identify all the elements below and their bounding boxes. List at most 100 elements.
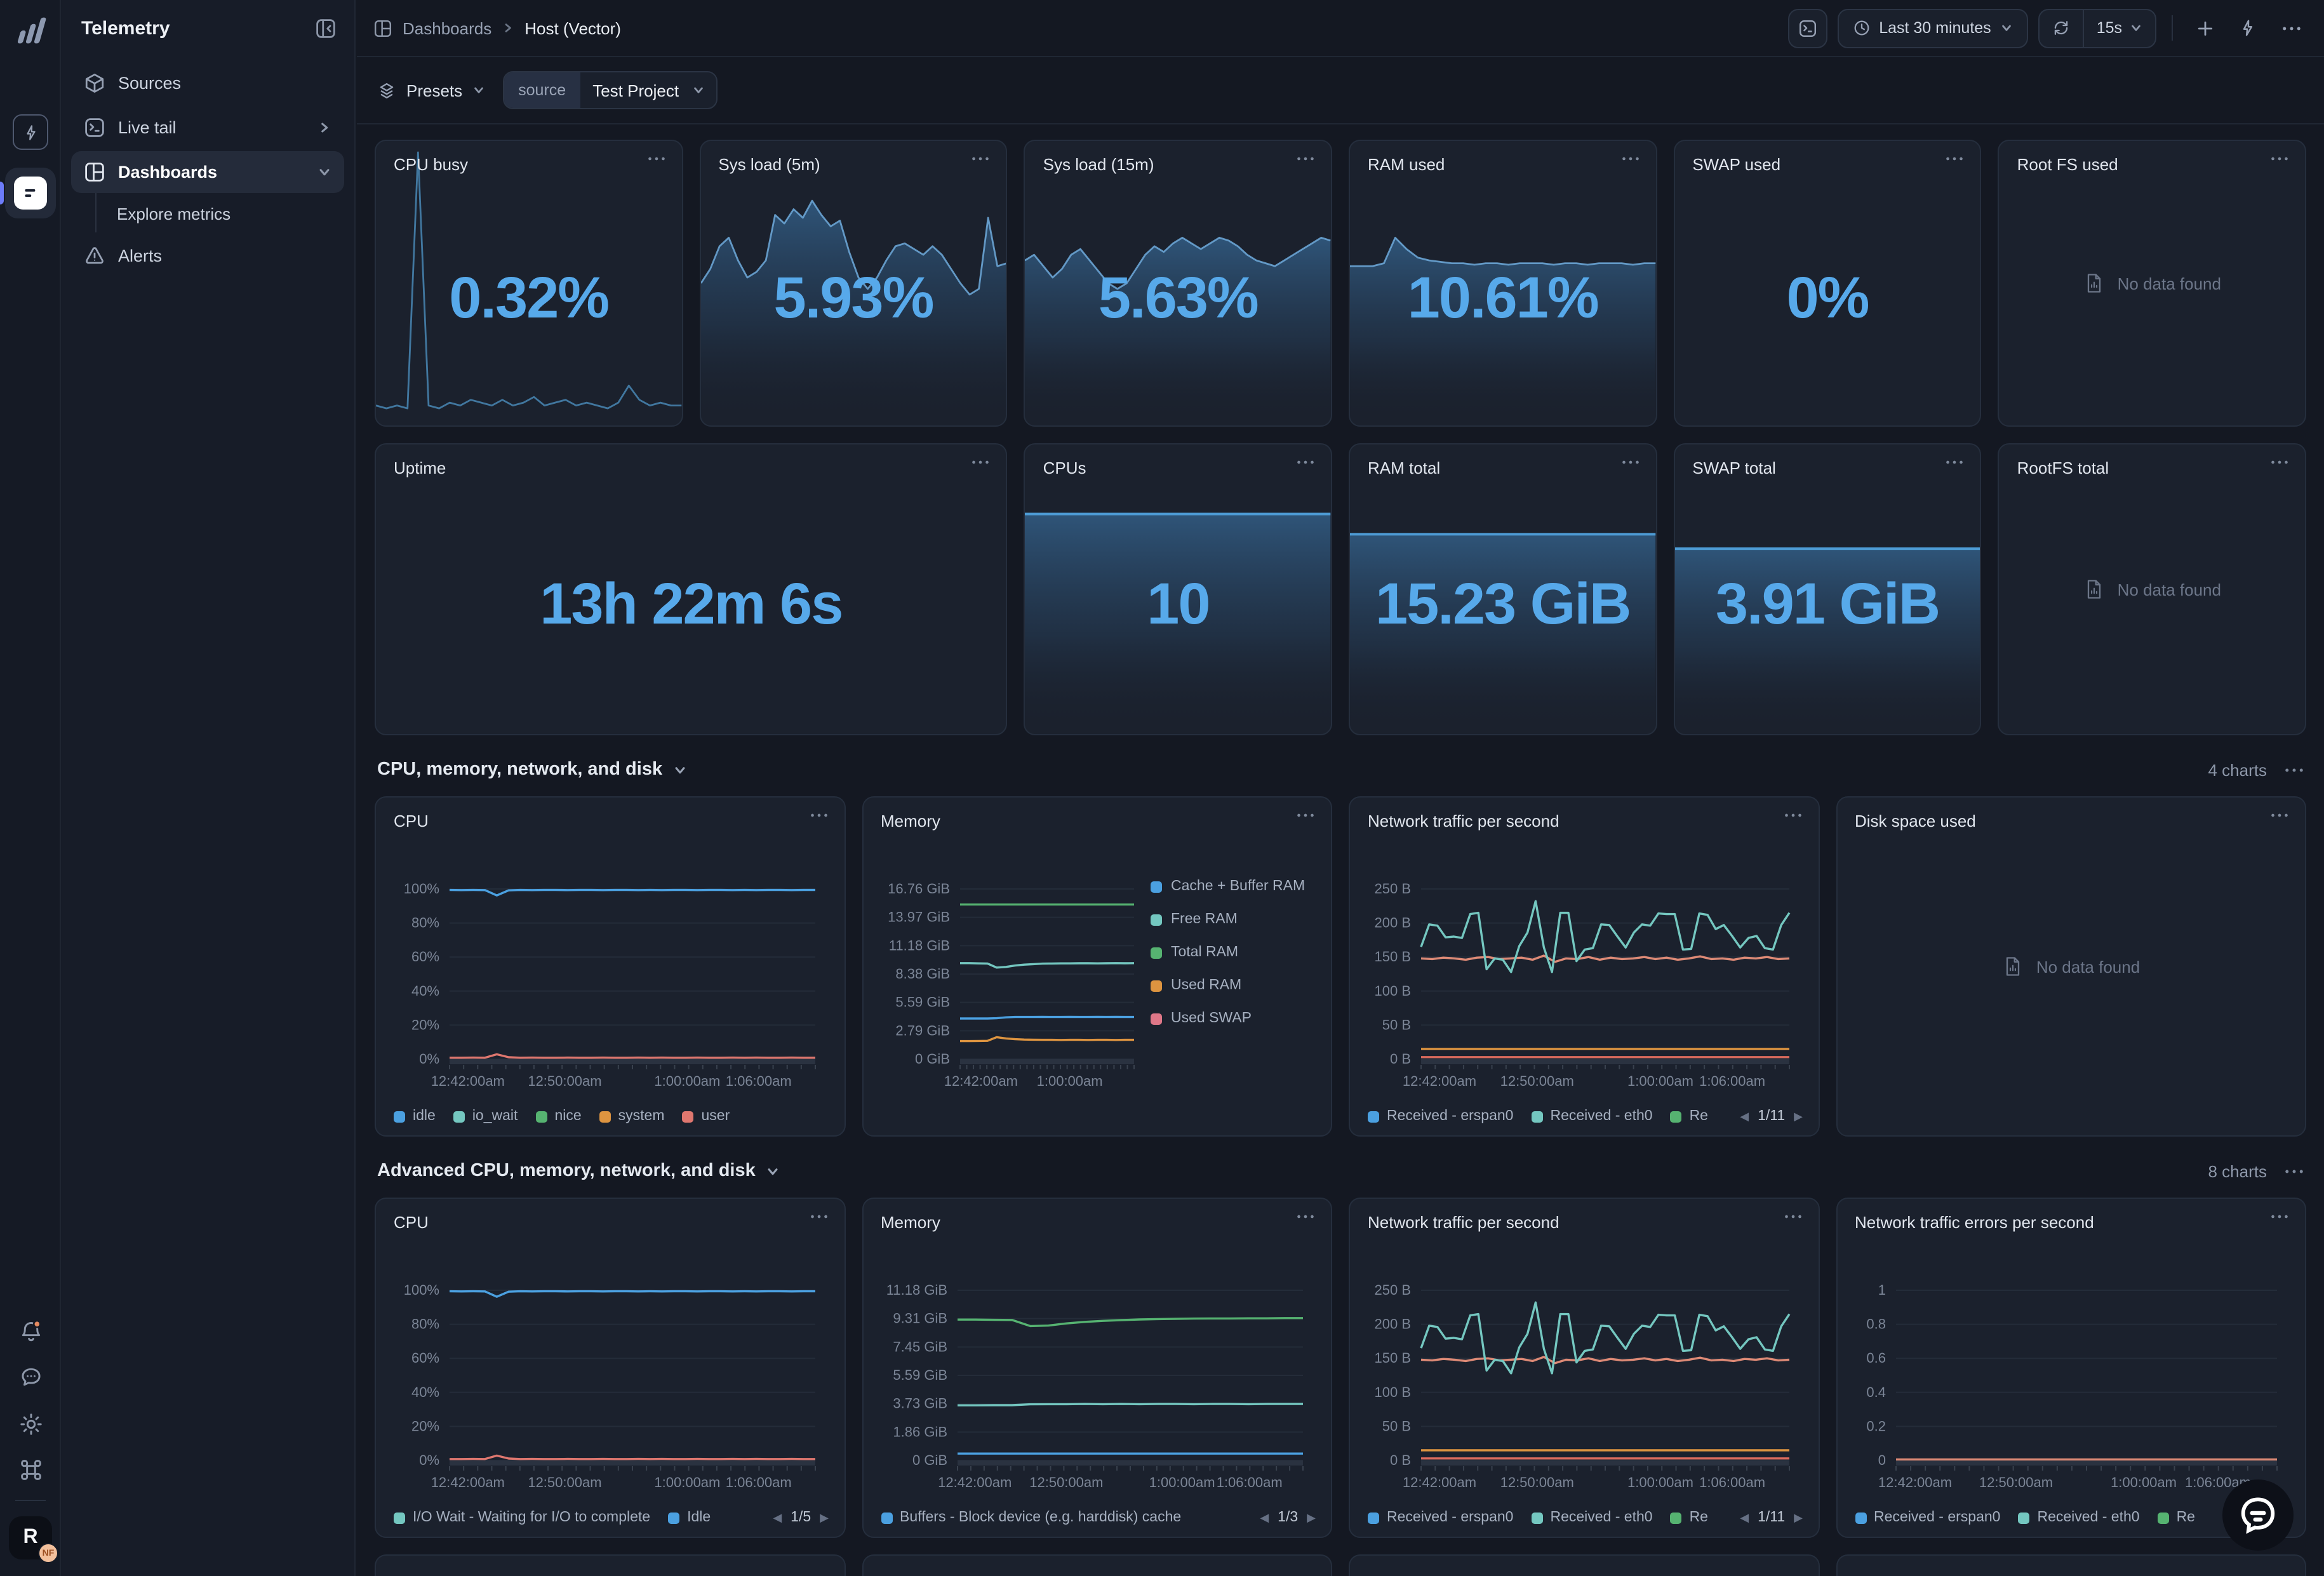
card-menu-button[interactable] — [1293, 456, 1318, 469]
legend-item[interactable]: Used RAM — [1151, 978, 1321, 993]
legend-item[interactable]: Received - erspan0 — [1855, 1510, 2000, 1525]
feedback-button[interactable] — [15, 1361, 46, 1392]
chart-title: CPU — [394, 1213, 429, 1232]
plus-icon — [2197, 20, 2212, 36]
chat-launcher-button[interactable] — [2222, 1479, 2294, 1551]
legend-item[interactable]: Free RAM — [1151, 912, 1321, 927]
legend-item[interactable]: user — [682, 1109, 730, 1124]
card-menu-button[interactable] — [2267, 152, 2292, 165]
command-icon — [20, 1459, 41, 1479]
chevron-down-icon[interactable] — [672, 763, 686, 777]
clock-icon — [1853, 20, 1869, 36]
legend-item[interactable]: Received - eth0 — [1531, 1109, 1653, 1124]
svg-text:100%: 100% — [404, 1282, 439, 1298]
legend-item[interactable]: Used SWAP — [1151, 1011, 1321, 1026]
legend-prev-button[interactable]: ◀ — [1740, 1109, 1749, 1122]
card-title: RAM used — [1368, 155, 1445, 174]
ellipsis-icon — [2282, 26, 2300, 30]
svg-text:100 B: 100 B — [1375, 983, 1412, 999]
collapse-sidebar-button[interactable] — [315, 18, 337, 39]
add-panel-button[interactable] — [2188, 11, 2221, 44]
svg-text:80%: 80% — [411, 915, 439, 931]
legend-item[interactable]: io_wait — [453, 1109, 518, 1124]
legend-item[interactable]: Re — [1670, 1510, 1708, 1525]
time-range-button[interactable]: Last 30 minutes — [1837, 8, 2028, 48]
theme-button[interactable] — [15, 1408, 46, 1439]
quick-actions-button[interactable] — [2231, 11, 2264, 44]
card-menu-button[interactable] — [1293, 809, 1318, 822]
card-menu-button[interactable] — [806, 809, 831, 822]
card-menu-button[interactable] — [1617, 456, 1643, 469]
section-menu-button[interactable] — [2285, 1168, 2304, 1174]
legend-item[interactable]: Idle — [668, 1510, 711, 1525]
legend-item[interactable]: Total RAM — [1151, 945, 1321, 960]
app-logo-icon[interactable] — [14, 17, 47, 44]
card-menu-button[interactable] — [643, 152, 669, 165]
legend-next-button[interactable]: ▶ — [1794, 1511, 1803, 1523]
shortcuts-button[interactable] — [15, 1454, 46, 1485]
legend-item[interactable]: Re — [2157, 1510, 2195, 1525]
legend-prev-button[interactable]: ◀ — [1260, 1511, 1269, 1523]
legend-next-button[interactable]: ▶ — [1794, 1109, 1803, 1122]
legend-item[interactable]: Received - eth0 — [1531, 1510, 1653, 1525]
section-menu-button[interactable] — [2285, 766, 2304, 773]
legend-item[interactable]: Re — [1670, 1109, 1708, 1124]
legend-item[interactable]: Received - erspan0 — [1368, 1109, 1513, 1124]
legend-item[interactable]: system — [599, 1109, 665, 1124]
card-menu-button[interactable] — [2267, 456, 2292, 469]
legend-item[interactable]: Received - erspan0 — [1368, 1510, 1513, 1525]
legend-prev-button[interactable]: ◀ — [1740, 1511, 1749, 1523]
card-menu-button[interactable] — [968, 152, 994, 165]
section-title[interactable]: Advanced CPU, memory, network, and disk — [377, 1161, 756, 1181]
rail-item-quickstart[interactable] — [13, 114, 48, 150]
legend-item[interactable]: Received - eth0 — [2018, 1510, 2140, 1525]
section-title[interactable]: CPU, memory, network, and disk — [377, 759, 663, 780]
rail-item-telemetry[interactable] — [5, 168, 56, 218]
legend-item[interactable]: Buffers - Block device (e.g. harddisk) c… — [881, 1510, 1181, 1525]
svg-text:80%: 80% — [411, 1316, 439, 1332]
card-menu-button[interactable] — [2267, 1210, 2292, 1223]
chevron-right-icon — [502, 22, 514, 34]
legend-prev-button[interactable]: ◀ — [773, 1511, 782, 1523]
sidebar-item-sources[interactable]: Sources — [71, 62, 344, 104]
legend-item[interactable]: Cache + Buffer RAM — [1151, 879, 1321, 894]
notifications-button[interactable] — [15, 1316, 46, 1346]
source-filter-chip[interactable]: source Test Project — [503, 71, 718, 109]
more-options-button[interactable] — [2274, 11, 2307, 44]
legend-next-button[interactable]: ▶ — [1307, 1511, 1316, 1523]
card-menu-button[interactable] — [2267, 809, 2292, 822]
card-menu-button[interactable] — [968, 456, 994, 469]
chevron-down-icon[interactable] — [766, 1164, 780, 1178]
avatar[interactable]: R NF — [9, 1516, 58, 1563]
sidebar-item-alerts[interactable]: Alerts — [71, 235, 344, 277]
card-menu-button[interactable] — [1780, 1210, 1805, 1223]
card-menu-button[interactable] — [1293, 1210, 1318, 1223]
sidebar-item-live-tail[interactable]: Live tail — [71, 107, 344, 149]
sun-icon — [20, 1413, 41, 1434]
card-menu-button[interactable] — [806, 1210, 831, 1223]
breadcrumb-dashboards[interactable]: Dashboards — [403, 18, 492, 37]
charts-row-advanced: CPU 100% 80% 60% 40% 20% 0% 12:42:00am 12:50:00a… — [375, 1198, 2306, 1538]
card-menu-button[interactable] — [1942, 456, 1968, 469]
refresh-button[interactable] — [2040, 10, 2083, 46]
sidebar-item-explore-metrics[interactable]: Explore metrics — [71, 193, 344, 232]
card-menu-button[interactable] — [1293, 152, 1318, 165]
card-menu-button[interactable] — [1780, 809, 1805, 822]
legend-item[interactable]: idle — [394, 1109, 436, 1124]
chart-card-cpu-0: CPU 100% 80% 60% 40% 20% 0% 12:42:00am 12:50:00a… — [375, 796, 845, 1137]
legend-swatch — [394, 1111, 405, 1122]
legend-next-button[interactable]: ▶ — [820, 1511, 829, 1523]
legend-label: nice — [554, 1109, 582, 1124]
card-menu-button[interactable] — [1942, 152, 1968, 165]
legend-item[interactable]: nice — [535, 1109, 582, 1124]
card-menu-button[interactable] — [1617, 152, 1643, 165]
refresh-interval-button[interactable]: 15s — [2082, 10, 2155, 46]
legend-item[interactable]: I/O Wait - Waiting for I/O to complete — [394, 1510, 650, 1525]
ellipsis-icon — [2285, 768, 2303, 771]
chart-title: Network traffic per second — [1368, 811, 1559, 831]
presets-button[interactable]: Presets — [377, 81, 485, 100]
sidebar-item-dashboards[interactable]: Dashboards — [71, 151, 344, 193]
svg-text:12:42:00am: 12:42:00am — [431, 1073, 505, 1089]
query-console-button[interactable] — [1787, 8, 1827, 48]
stat-card-swap-total: SWAP total 3.91 GiB — [1673, 443, 1982, 735]
